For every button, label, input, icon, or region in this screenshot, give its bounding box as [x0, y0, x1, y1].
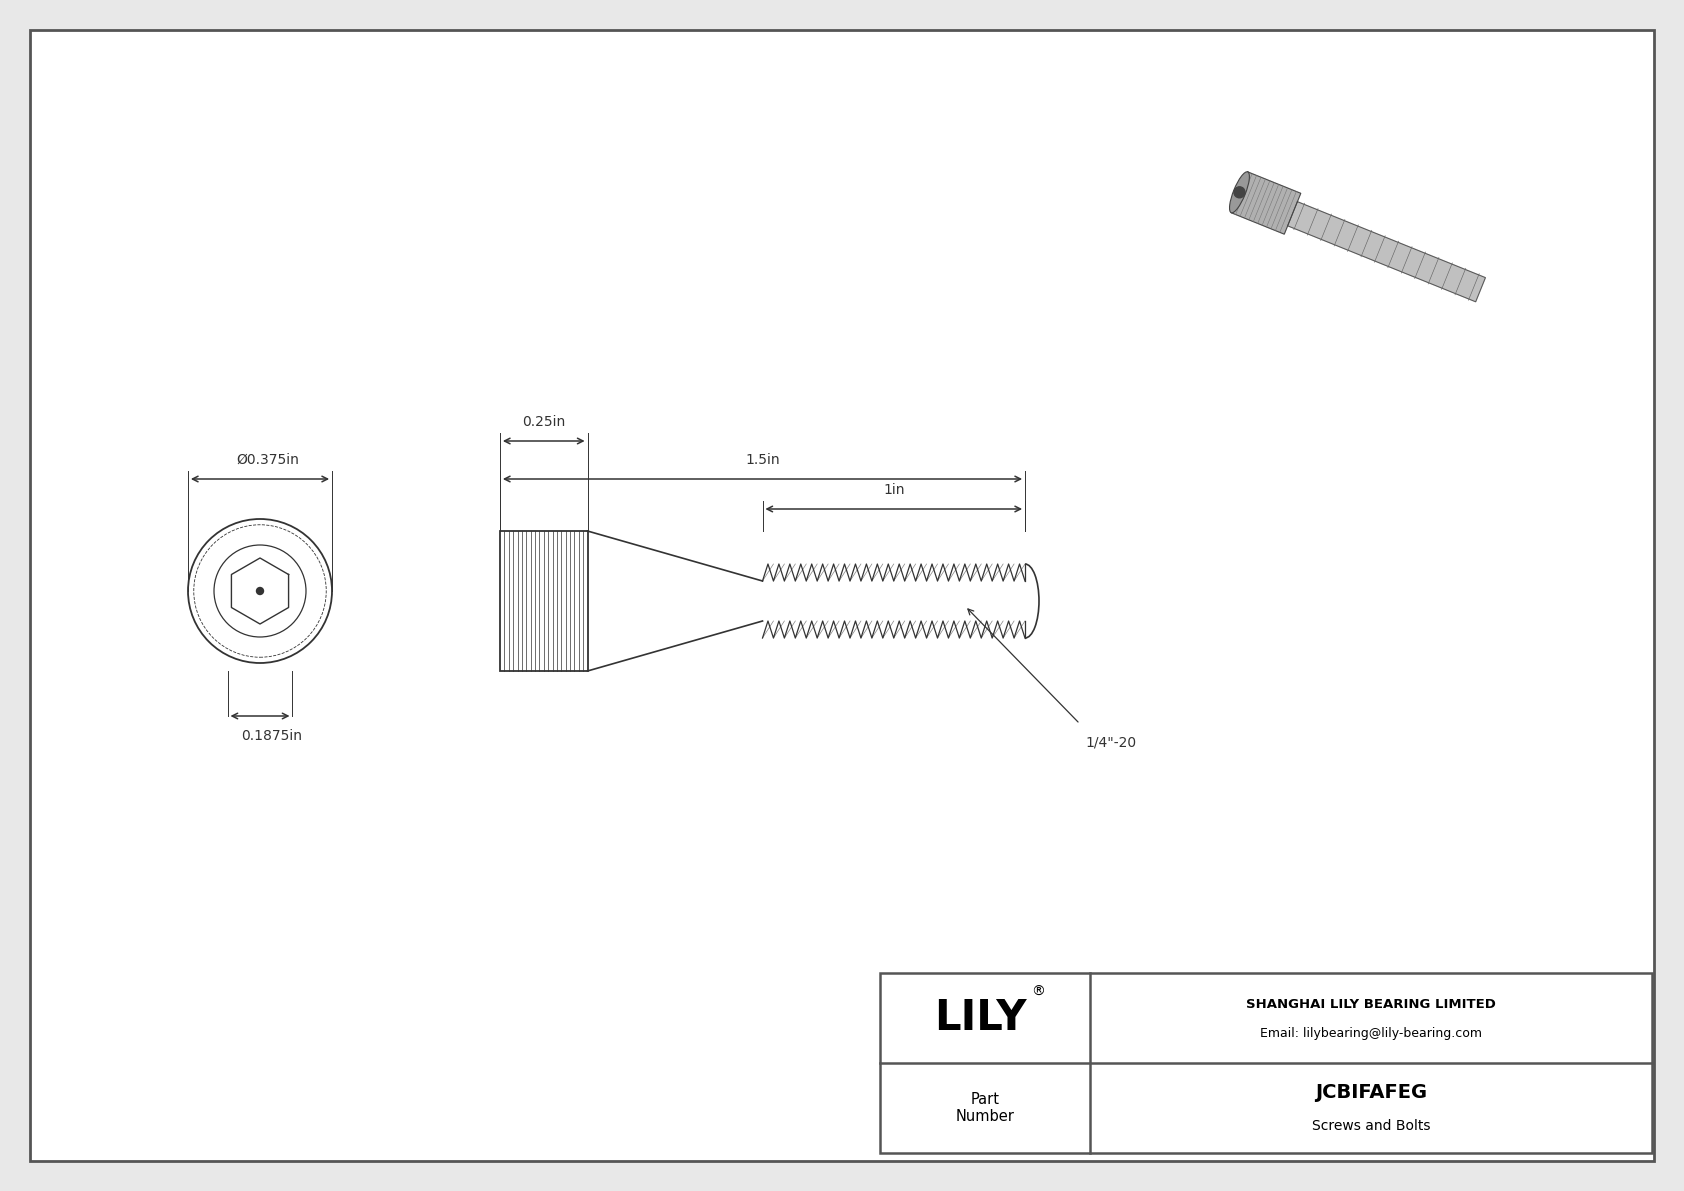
Polygon shape	[1231, 172, 1300, 235]
Text: 1in: 1in	[882, 484, 904, 497]
Text: JCBIFAFEG: JCBIFAFEG	[1315, 1084, 1426, 1103]
Bar	[500, 531, 588, 671]
Text: 1/4"-20: 1/4"-20	[1084, 736, 1137, 750]
Text: SHANGHAI LILY BEARING LIMITED: SHANGHAI LILY BEARING LIMITED	[1246, 998, 1495, 1011]
Ellipse shape	[1229, 172, 1250, 213]
FancyBboxPatch shape	[30, 30, 1654, 1161]
Text: 1.5in: 1.5in	[746, 453, 780, 467]
Text: ®: ®	[1031, 985, 1046, 999]
Text: LILY: LILY	[933, 997, 1026, 1039]
Circle shape	[256, 587, 263, 594]
Circle shape	[189, 519, 332, 663]
Text: Ø0.375in: Ø0.375in	[236, 453, 300, 467]
Circle shape	[1234, 187, 1244, 198]
Circle shape	[214, 545, 306, 637]
Bar	[881, 973, 1652, 1153]
Polygon shape	[1288, 201, 1485, 301]
Text: Part
Number: Part Number	[955, 1092, 1014, 1124]
Text: 0.25in: 0.25in	[522, 414, 566, 429]
Text: Email: lilybearing@lily-bearing.com: Email: lilybearing@lily-bearing.com	[1260, 1027, 1482, 1040]
Text: Screws and Bolts: Screws and Bolts	[1312, 1120, 1430, 1133]
Text: 0.1875in: 0.1875in	[241, 729, 303, 743]
